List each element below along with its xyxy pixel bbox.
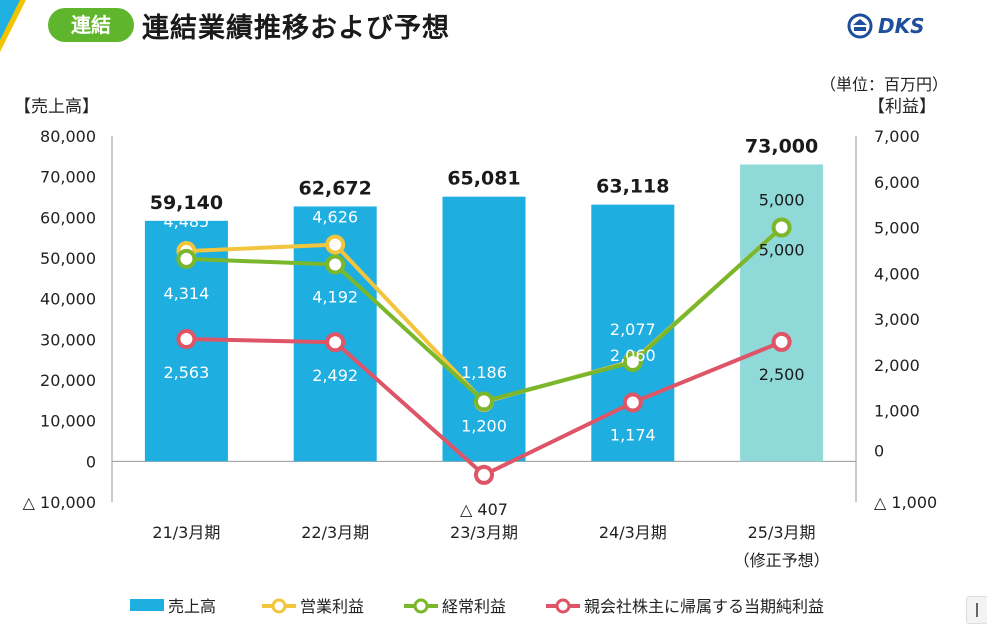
legend-swatch-marker: [555, 598, 571, 614]
category-label: 24/3月期: [599, 523, 667, 542]
profit-point: [771, 331, 792, 352]
profit-value-label: 2,060: [610, 346, 656, 365]
profit-point: [325, 332, 346, 353]
profit-value-label: △ 407: [460, 500, 508, 519]
profit-point: [176, 328, 197, 349]
consolidated-badge: 連結: [48, 8, 134, 42]
left-tick-label: 80,000: [40, 127, 96, 146]
corner-accent-blue: [0, 0, 20, 40]
left-tick-label: 40,000: [40, 290, 96, 309]
profit-value-label: 4,626: [312, 208, 358, 227]
dks-logo-icon: [847, 13, 873, 39]
profit-value-label: 2,500: [759, 365, 805, 384]
revenue-value-label: 59,140: [150, 192, 223, 214]
scrollbar-handle[interactable]: [966, 596, 987, 624]
legend-swatch-marker: [413, 598, 429, 614]
profit-value-label: 2,077: [610, 320, 656, 339]
left-tick-label: 20,000: [40, 371, 96, 390]
left-tick-label: 30,000: [40, 330, 96, 349]
legend-swatch-revenue: [130, 599, 164, 611]
profit-value-label: 2,492: [312, 366, 358, 385]
category-label: 23/3月期: [450, 523, 518, 542]
revenue-bar: [442, 196, 526, 462]
category-sublabel: （修正予想）: [734, 551, 830, 570]
left-tick-label: 10,000: [40, 412, 96, 431]
category-label: 22/3月期: [301, 523, 369, 542]
profit-value-label: 4,192: [312, 287, 358, 306]
right-tick-label: 7,000: [874, 127, 920, 146]
right-tick-label: 6,000: [874, 173, 920, 192]
profit-point: [622, 392, 643, 413]
right-tick-label: 4,000: [874, 264, 920, 283]
left-tick-label: 50,000: [40, 249, 96, 268]
profit-value-label: 5,000: [759, 241, 805, 260]
right-axis-title: 【利益】: [868, 97, 936, 117]
profit-point: [474, 464, 494, 485]
revenue-value-label: 65,081: [447, 168, 520, 190]
left-tick-label: 60,000: [40, 208, 96, 227]
profit-point: [325, 254, 346, 275]
category-label: 21/3月期: [152, 523, 220, 542]
company-logo: DKS: [846, 12, 925, 40]
legend-label: 親会社株主に帰属する当期純利益: [584, 597, 824, 616]
profit-value-label: 1,174: [610, 426, 656, 445]
category-label: 25/3月期: [748, 523, 816, 542]
revenue-bar: [740, 164, 824, 462]
profit-value-label: 2,563: [163, 363, 209, 382]
profit-value-label: 4,314: [163, 284, 209, 303]
left-tick-label: 70,000: [40, 168, 96, 187]
revenue-value-label: 62,672: [299, 177, 372, 199]
right-tick-label: 1,000: [874, 402, 920, 421]
page-title: 連結業績推移および予想: [142, 13, 450, 44]
profit-point: [771, 217, 792, 238]
revenue-bar: [591, 204, 675, 462]
legend-label: 経常利益: [442, 597, 506, 616]
profit-value-label: 1,186: [461, 363, 507, 382]
left-axis-title: 【売上高】: [14, 97, 99, 117]
profit-point: [176, 248, 197, 269]
profit-value-label: 5,000: [759, 191, 805, 210]
right-tick-label: △ 1,000: [874, 493, 937, 512]
legend-swatch-marker: [271, 598, 287, 614]
legend-label: 売上高: [168, 597, 216, 616]
profit-value-label: 4,485: [163, 212, 209, 231]
profit-point: [474, 391, 494, 412]
right-tick-label: 0: [874, 441, 884, 460]
profit-point: [325, 234, 346, 255]
revenue-value-label: 73,000: [745, 135, 818, 157]
right-tick-label: 3,000: [874, 310, 920, 329]
revenue-value-label: 63,118: [596, 176, 669, 198]
unit-note: （単位：百万円）: [820, 75, 948, 94]
right-tick-label: 5,000: [874, 219, 920, 238]
logo-text: DKS: [878, 14, 925, 38]
profit-value-label: 1,200: [461, 416, 507, 435]
legend-label: 営業利益: [300, 597, 364, 616]
profit-point: [622, 352, 643, 373]
left-tick-label: △ 10,000: [23, 493, 96, 512]
left-tick-label: 0: [86, 452, 96, 471]
right-tick-label: 2,000: [874, 356, 920, 375]
